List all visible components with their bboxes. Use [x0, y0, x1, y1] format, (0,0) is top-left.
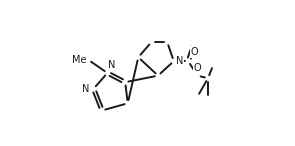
- Text: N: N: [82, 84, 90, 94]
- Text: O: O: [194, 63, 201, 73]
- Text: N: N: [176, 56, 183, 66]
- Text: Me: Me: [72, 55, 87, 65]
- Text: N: N: [109, 60, 116, 70]
- Text: O: O: [190, 47, 198, 57]
